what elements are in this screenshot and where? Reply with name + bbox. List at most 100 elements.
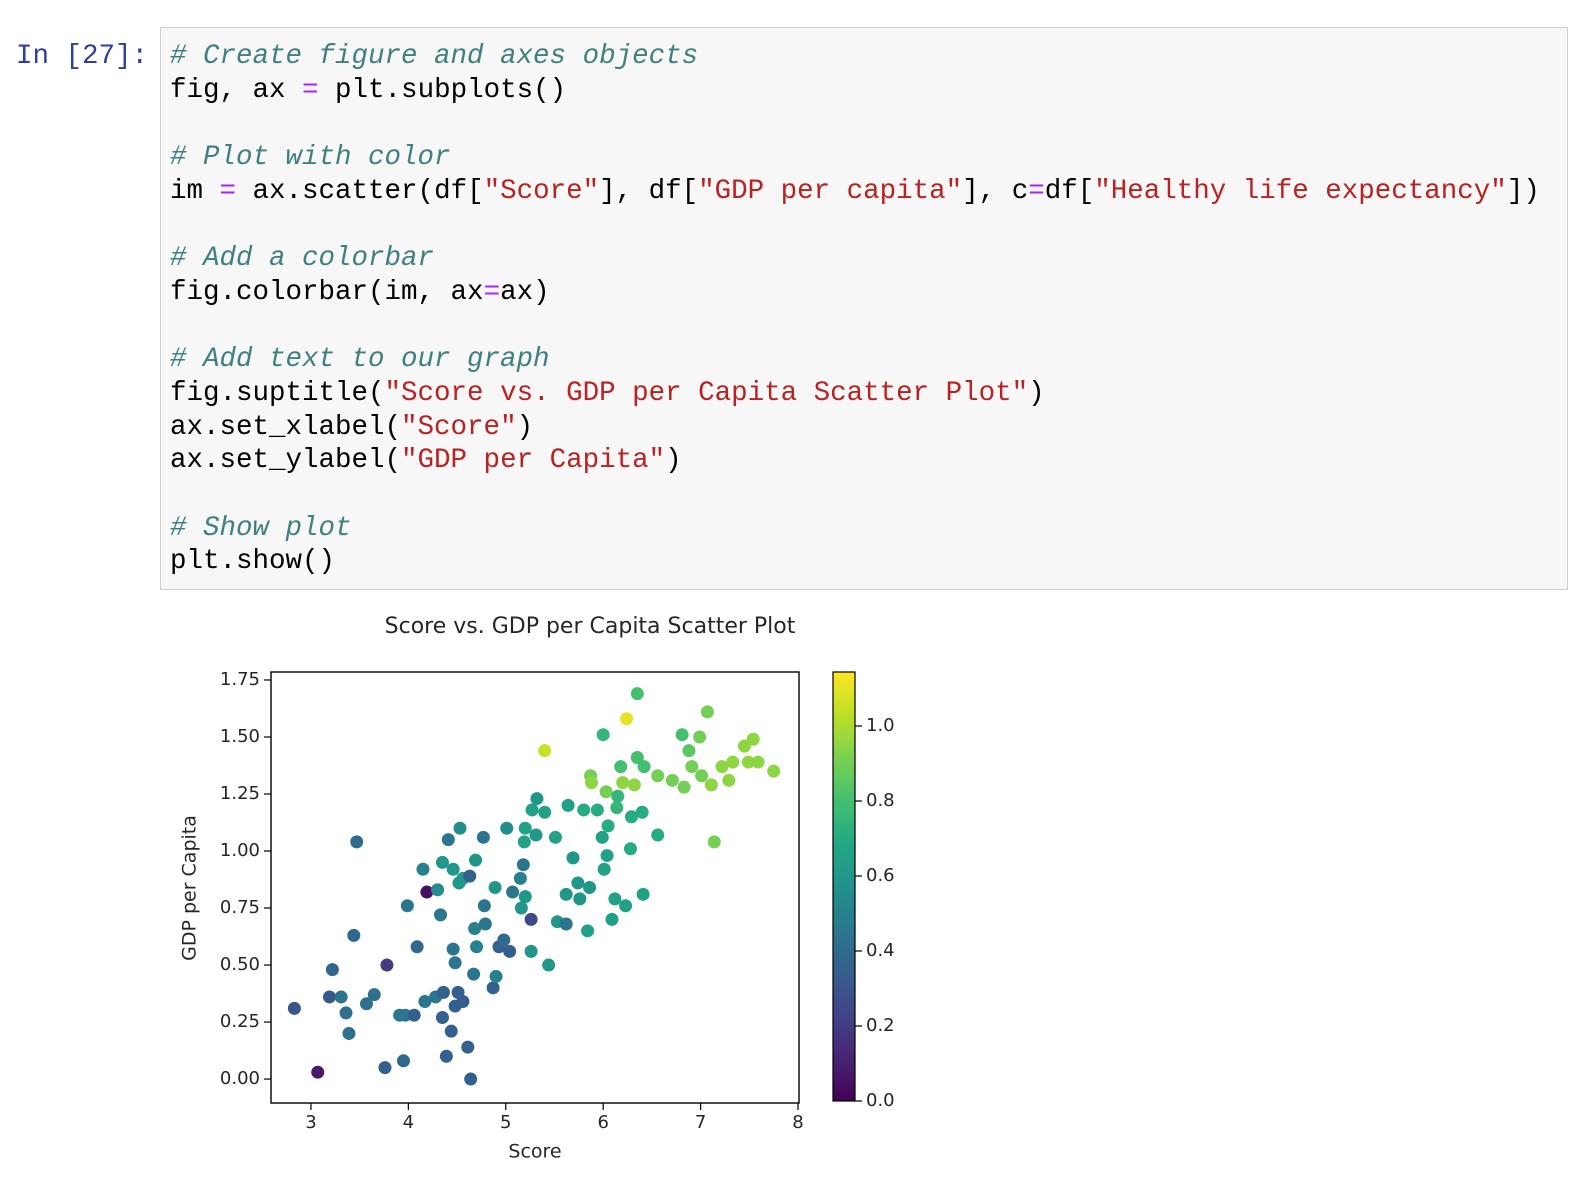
y-tick-label: 1.75 xyxy=(220,669,260,690)
scatter-point xyxy=(704,778,718,792)
x-tick-label: 3 xyxy=(305,1112,316,1133)
scatter-point xyxy=(400,899,414,913)
scatter-point xyxy=(446,942,460,956)
scatter-point xyxy=(619,899,633,913)
scatter-point xyxy=(416,862,430,876)
scatter-point xyxy=(630,687,644,701)
scatter-point xyxy=(620,712,634,726)
scatter-point xyxy=(469,853,483,867)
code-token: plt.subplots() xyxy=(318,74,567,106)
scatter-point xyxy=(685,760,699,774)
scatter-point xyxy=(597,862,611,876)
scatter-point xyxy=(524,912,538,926)
code-line: # Show plot xyxy=(170,512,1540,546)
scatter-point xyxy=(517,835,531,849)
scatter-point xyxy=(530,792,544,806)
scatter-point xyxy=(590,803,604,817)
scatter-point xyxy=(529,828,543,842)
scatter-point xyxy=(636,887,650,901)
code-token: = xyxy=(219,175,237,207)
code-block: # Add a colorbar fig.colorbar(im, ax=ax) xyxy=(170,242,1540,309)
code-line: ax.set_xlabel("Score") xyxy=(170,411,1540,445)
scatter-point xyxy=(599,785,613,799)
scatter-point xyxy=(435,1010,449,1024)
scatter-point xyxy=(518,890,532,904)
scatter-point xyxy=(675,728,689,742)
scatter-point xyxy=(477,899,491,913)
y-tick-label: 1.25 xyxy=(220,783,260,804)
scatter-point xyxy=(571,876,585,890)
code-line: fig, ax = plt.subplots() xyxy=(170,74,1540,108)
scatter-point xyxy=(559,917,573,931)
code-token: ax.set_ylabel( xyxy=(170,445,402,477)
code-block: # Plot with color im = ax.scatter(df["Sco… xyxy=(170,141,1540,208)
scatter-point xyxy=(359,997,373,1011)
scatter-point xyxy=(347,928,361,942)
scatter-point xyxy=(518,821,532,835)
scatter-point xyxy=(489,969,503,983)
scatter-point xyxy=(516,858,530,872)
x-tick-label: 8 xyxy=(792,1112,803,1133)
colorbar-tick-label: 0.4 xyxy=(866,940,895,961)
scatter-point xyxy=(583,881,597,894)
code-token: # Plot with color xyxy=(170,142,451,174)
scatter-point xyxy=(488,881,502,894)
code-token: ax) xyxy=(500,276,550,308)
code-token: = xyxy=(302,74,319,106)
code-text: # Create figure and axes objects fig, ax … xyxy=(170,40,1540,613)
scatter-point xyxy=(503,944,517,958)
code-token: plt.show() xyxy=(170,546,336,578)
code-line: # Add text to our graph xyxy=(170,343,1540,377)
scatter-point xyxy=(542,958,556,972)
scatter-point xyxy=(538,744,552,758)
scatter-point xyxy=(476,830,490,844)
colorbar-tick-label: 0.2 xyxy=(866,1015,895,1036)
scatter-point xyxy=(746,732,760,746)
scatter-point xyxy=(448,956,462,970)
x-tick-label: 5 xyxy=(500,1112,511,1133)
x-tick-label: 4 xyxy=(403,1112,414,1133)
scatter-point xyxy=(350,835,364,849)
code-token: ], df[ xyxy=(599,175,699,207)
scatter-point xyxy=(610,801,624,815)
scatter-point xyxy=(635,805,649,819)
code-token: "Score vs. GDP per Capita Scatter Plot" xyxy=(384,377,1029,409)
scatter-point xyxy=(434,908,448,922)
scatter-point xyxy=(548,830,562,844)
scatter-point xyxy=(595,830,609,844)
x-tick-label: 7 xyxy=(695,1112,706,1133)
code-token: = xyxy=(483,276,501,308)
code-block: # Show plot plt.show() xyxy=(170,512,1540,579)
scatter-point xyxy=(513,871,527,885)
scatter-point xyxy=(407,1008,421,1022)
code-token: "Healthy life expectancy" xyxy=(1094,175,1507,207)
code-cell xyxy=(160,27,1568,590)
scatter-point xyxy=(715,760,729,774)
scatter-point xyxy=(436,985,450,999)
scatter-point xyxy=(464,1072,478,1086)
code-token: "Score" xyxy=(401,411,517,443)
scatter-point xyxy=(596,728,610,742)
code-token: ]) xyxy=(1506,175,1540,207)
scatter-point xyxy=(506,885,520,899)
y-tick-label: 0.75 xyxy=(220,897,260,918)
scatter-point xyxy=(367,988,381,1002)
scatter-point xyxy=(581,924,595,938)
scatter-point xyxy=(737,739,751,753)
scatter-point xyxy=(380,958,394,972)
code-token: fig.suptitle( xyxy=(170,377,385,409)
scatter-point xyxy=(614,760,628,774)
colorbar-tick-label: 0.6 xyxy=(866,865,895,886)
code-token: fig.colorbar(im, ax xyxy=(170,276,484,308)
scatter-point xyxy=(497,933,511,947)
scatter-point xyxy=(456,995,470,1009)
scatter-point xyxy=(561,798,575,812)
scatter-point xyxy=(665,773,679,787)
scatter-point xyxy=(378,1061,392,1075)
scatter-point xyxy=(325,963,339,977)
scatter-point xyxy=(566,851,580,865)
scatter-point xyxy=(573,892,587,906)
code-token: "GDP per capita" xyxy=(698,175,963,207)
